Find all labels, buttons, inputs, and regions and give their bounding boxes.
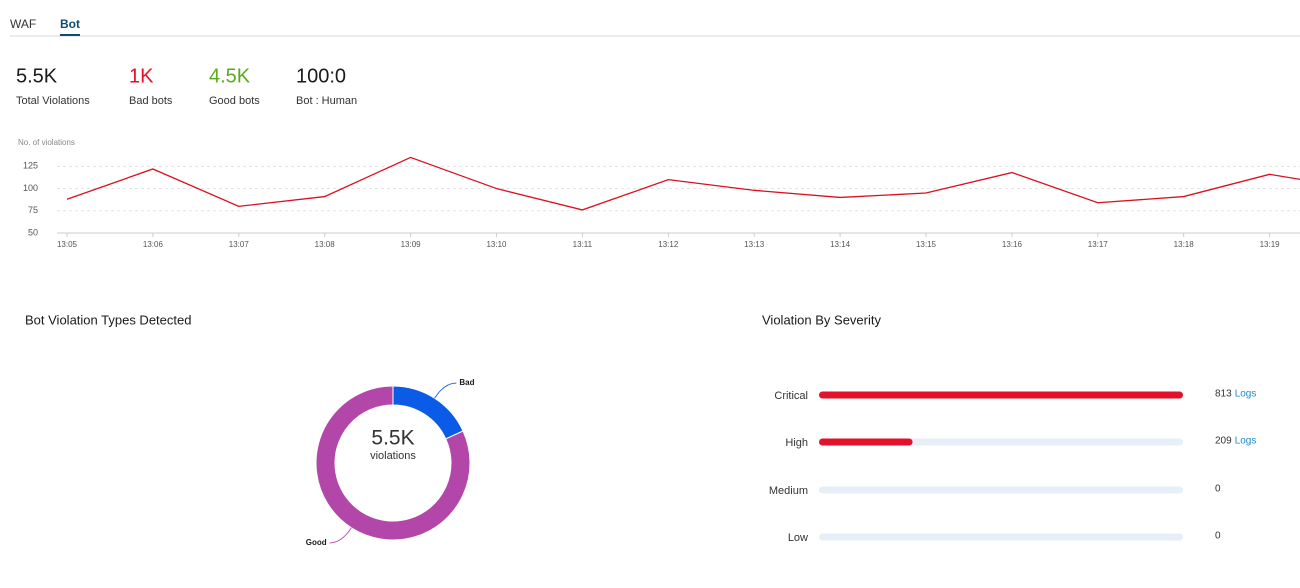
category-label: Medium [769,485,808,497]
leader-line [434,382,457,399]
bar-value: 209 [1215,436,1232,447]
bar-track [819,533,1183,541]
y-tick-label: 50 [28,227,38,237]
section-title: Violation By Severity [762,312,881,327]
segment-label: Bad [459,378,474,387]
x-tick-label: 13:05 [57,240,78,249]
bar [819,391,1183,399]
stat-label: Bot : Human [296,95,357,107]
category-label: High [785,437,808,449]
bar [819,438,913,446]
tab-underline [60,34,80,36]
x-tick-label: 13:19 [1260,240,1281,249]
donut-center-label: violations [370,450,416,462]
y-tick-label: 75 [28,205,38,215]
donut-center-value: 5.5K [371,427,414,450]
y-tick-label: 125 [23,161,38,171]
x-tick-label: 13:11 [573,240,593,249]
x-tick-label: 13:07 [229,240,250,249]
x-tick-label: 13:18 [1174,240,1195,249]
x-tick-label: 13:09 [401,240,422,249]
bar-value: 0 [1215,484,1221,495]
x-tick-label: 13:16 [1002,240,1023,249]
stat-value: 100:0 [296,65,346,87]
bar-track [819,486,1183,494]
category-label: Low [788,532,808,544]
y-axis-label: No. of violations [18,138,75,147]
leader-line [329,527,352,544]
bar-value: 813 [1215,389,1232,400]
category-label: Critical [774,390,808,402]
x-tick-label: 13:06 [143,240,164,249]
x-tick-label: 13:15 [916,240,937,249]
stat-value: 5.5K [16,65,58,87]
segment-label: Good [306,538,327,547]
stat-label: Bad bots [129,95,173,107]
x-tick-label: 13:17 [1088,240,1109,249]
logs-link[interactable]: Logs [1235,436,1257,447]
donut-segment [315,385,471,541]
section-title: Bot Violation Types Detected [25,312,191,327]
line-series [66,156,1300,211]
logs-link[interactable]: Logs [1235,389,1257,400]
stat-value: 1K [129,65,154,87]
x-tick-label: 13:13 [744,240,765,249]
x-tick-label: 13:08 [315,240,336,249]
tab[interactable]: WAF [10,17,36,31]
x-tick-label: 13:14 [830,240,851,249]
x-tick-label: 13:10 [486,240,507,249]
tab[interactable]: Bot [60,17,80,31]
y-tick-label: 100 [23,183,38,193]
stat-label: Total Violations [16,95,90,107]
bar-value: 0 [1215,531,1221,542]
stat-value: 4.5K [209,65,251,87]
stat-label: Good bots [209,95,260,107]
x-tick-label: 13:12 [658,240,679,249]
